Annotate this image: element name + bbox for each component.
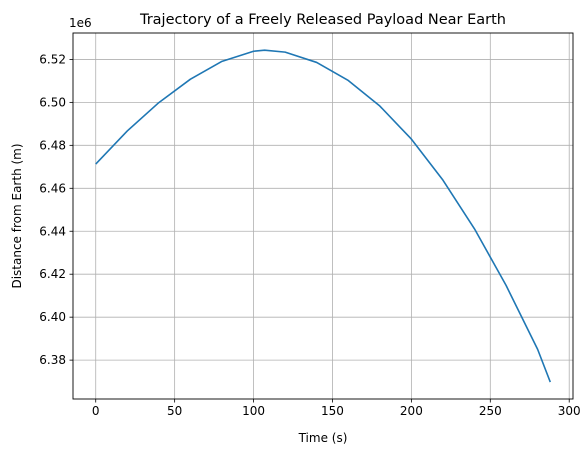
y-axis-offset-label: 1e6	[69, 16, 92, 30]
x-tick-label: 100	[242, 404, 265, 418]
x-tick-label: 150	[321, 404, 344, 418]
y-axis-label: Distance from Earth (m)	[10, 143, 24, 288]
x-tick-label: 300	[558, 404, 581, 418]
x-tick-label: 250	[479, 404, 502, 418]
x-axis-label: Time (s)	[298, 431, 348, 445]
series-layer	[95, 49, 552, 383]
x-tick-label: 0	[92, 404, 100, 418]
plot-frame	[72, 32, 574, 400]
y-tick-label: 6.46	[39, 181, 66, 195]
y-tick-label: 6.48	[39, 138, 66, 152]
x-tick-label: 200	[400, 404, 423, 418]
grid	[73, 33, 573, 399]
chart-title: Trajectory of a Freely Released Payload …	[139, 12, 506, 28]
x-tick-label: 50	[167, 404, 182, 418]
series-line	[95, 49, 552, 383]
y-tick-label: 6.40	[39, 310, 66, 324]
y-tick-label: 6.52	[39, 52, 66, 66]
y-tick-label: 6.44	[39, 224, 66, 238]
y-tick-label: 6.38	[39, 353, 66, 367]
y-tick-label: 6.42	[39, 267, 66, 281]
y-tick-label: 6.50	[39, 95, 66, 109]
ticks: 0 50 100 150 200 250 300 6.38 6.40 6.42 6.44 6.46 6.…	[39, 52, 580, 418]
